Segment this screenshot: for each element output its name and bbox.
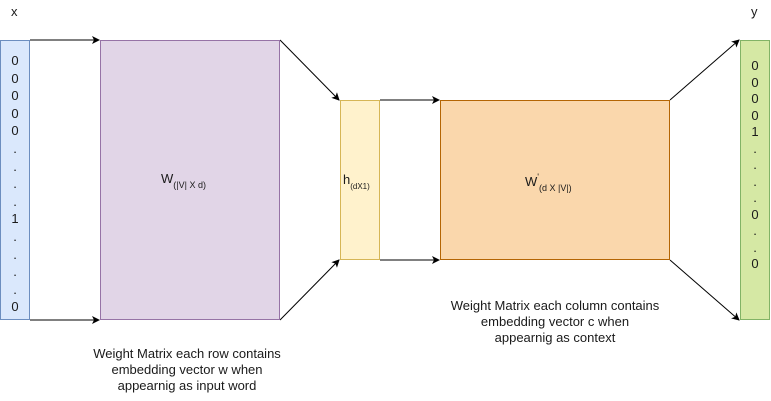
vector-entry: .: [13, 264, 17, 280]
hidden-layer-label: h(dX1): [343, 172, 370, 191]
vector-entry: .: [753, 190, 757, 205]
w-matrix: W(|V| X d): [100, 40, 280, 320]
x-label: x: [11, 4, 18, 19]
hidden-symbol: h: [343, 172, 351, 187]
caption-output-line: appearnig as context: [494, 330, 616, 345]
vector-entry: .: [753, 157, 757, 172]
y-label: y: [751, 4, 758, 19]
vector-entry: .: [13, 140, 17, 156]
caption-input-line: appearnig as input word: [117, 378, 257, 393]
vector-entry: 0: [751, 74, 759, 90]
vector-entry: 0: [11, 105, 19, 121]
vector-entry: 0: [11, 123, 19, 139]
w-prime-matrix: W'(d X |V|): [440, 100, 670, 260]
vector-entry: .: [13, 158, 17, 174]
hidden-layer-h: h(dX1): [340, 100, 380, 260]
vector-entry: 0: [751, 91, 759, 106]
caption-input-line: embedding vector w when: [111, 362, 263, 377]
vector-entry: 0: [751, 107, 759, 123]
vector-entry: .: [753, 140, 757, 156]
w-matrix-symbol: W: [161, 171, 174, 186]
w-matrix-label: W(|V| X d): [161, 171, 206, 190]
vector-entry: .: [13, 246, 17, 262]
vector-entry: .: [753, 173, 757, 189]
vector-entry: 0: [751, 206, 759, 222]
hidden-subscript: (dX1): [350, 182, 370, 191]
vector-entry: .: [753, 223, 757, 238]
vector-entry: 1: [11, 211, 19, 227]
vector-entry: 0: [11, 299, 19, 315]
vector-entry: .: [13, 193, 17, 209]
arrow-w-to-h-top: [279, 39, 340, 101]
w-prime-mark: ': [537, 172, 539, 182]
caption-input-weights: Weight Matrix each row contains embeddin…: [62, 346, 312, 394]
vector-entry: 0: [751, 58, 759, 73]
arrow-wprime-to-y-bottom: [669, 259, 740, 321]
vector-entry: .: [753, 239, 757, 255]
w-prime-subscript: (d X |V|): [539, 183, 572, 193]
arrow-w-to-h-bottom: [279, 259, 340, 321]
vector-entry: 0: [11, 53, 19, 68]
caption-output-line: embedding vector c when: [480, 314, 630, 329]
w-prime-symbol: W: [525, 174, 538, 189]
caption-output-weights: Weight Matrix each column contains embed…: [420, 298, 690, 346]
w-prime-matrix-label: W'(d X |V|): [525, 172, 572, 193]
vector-entry: .: [13, 176, 17, 192]
w-matrix-subscript: (|V| X d): [173, 180, 206, 190]
vector-entry: 0: [11, 88, 19, 104]
caption-output-line: Weight Matrix each column contains: [450, 298, 660, 313]
caption-input-line: Weight Matrix each row contains: [93, 346, 281, 361]
vector-entry: 0: [751, 256, 759, 271]
vector-entry: .: [13, 281, 17, 297]
arrow-wprime-to-y-top: [669, 39, 740, 101]
vector-entry: 0: [11, 70, 19, 86]
vector-entry: 1: [751, 124, 759, 139]
vector-entry: .: [13, 228, 17, 244]
